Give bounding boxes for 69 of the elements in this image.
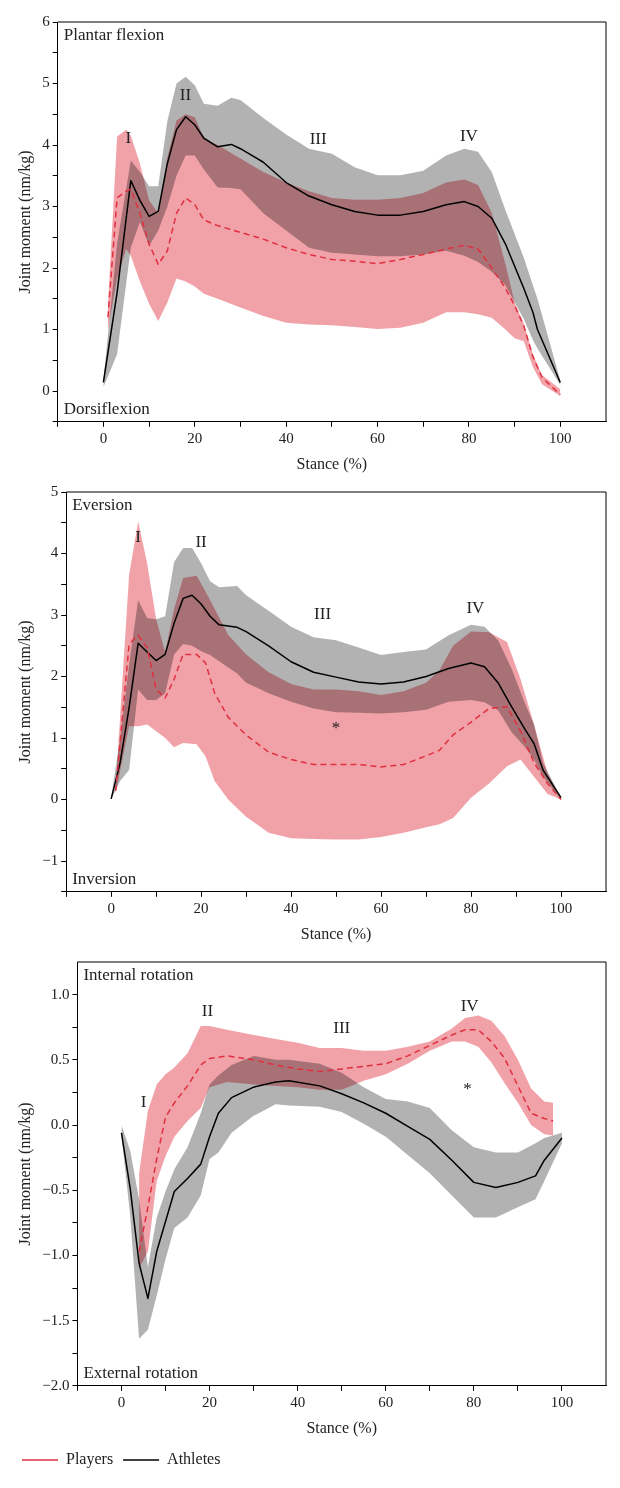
y-axis-title: Joint moment (nm/kg) xyxy=(15,1102,34,1246)
annotation: I xyxy=(135,527,142,547)
annotation: I xyxy=(125,128,132,148)
y-tick-label: 0.0 xyxy=(50,1115,70,1132)
legend-label: Players xyxy=(66,1450,114,1469)
y-tick-label: 2 xyxy=(50,667,59,684)
x-tick-label: 40 xyxy=(290,1393,306,1410)
y-axis-title: Joint moment (nm/kg) xyxy=(15,620,34,764)
y-tick-label: 4 xyxy=(50,544,59,561)
y-tick-label: 5 xyxy=(50,482,59,499)
y-tick-label: 2 xyxy=(42,258,50,275)
legend-label: Athletes xyxy=(167,1450,221,1468)
annotation: I xyxy=(140,1092,147,1112)
x-tick-label: 60 xyxy=(378,1393,394,1410)
x-tick-label: 0 xyxy=(117,1393,126,1410)
annotation: External rotation xyxy=(83,1362,199,1382)
annotation: IV xyxy=(466,598,486,618)
y-tick-label: 1 xyxy=(50,728,59,745)
x-tick-label: 100 xyxy=(550,1393,574,1410)
x-tick-label: 60 xyxy=(370,429,386,446)
x-tick-label: 100 xyxy=(549,429,572,446)
y-tick-label: 0 xyxy=(50,790,59,807)
annotation: IV xyxy=(459,125,479,145)
x-tick-label: 20 xyxy=(187,429,203,446)
line-series xyxy=(107,188,562,396)
x-tick-label: 40 xyxy=(283,899,299,916)
x-tick-label: 100 xyxy=(549,899,573,916)
y-tick-label: 3 xyxy=(50,605,59,622)
y-tick-label: 0.5 xyxy=(50,1050,70,1067)
y-tick-label: −0.5 xyxy=(42,1181,70,1198)
x-tick-label: 60 xyxy=(373,899,389,916)
x-tick-label: 80 xyxy=(466,1393,482,1410)
y-tick-label: 5 xyxy=(42,74,50,91)
x-tick-label: 20 xyxy=(202,1393,218,1410)
y-tick-label: −1.5 xyxy=(42,1311,70,1328)
y-tick-label: −1.0 xyxy=(42,1246,70,1263)
y-tick-label: −2.0 xyxy=(42,1376,70,1393)
annotation: III xyxy=(333,1018,351,1038)
annotation: II xyxy=(201,1001,214,1021)
y-tick-label: 4 xyxy=(42,135,51,152)
annotation: Dorsiflexion xyxy=(63,398,151,418)
annotation: III xyxy=(314,603,332,623)
annotation: * xyxy=(463,1079,472,1099)
y-tick-label: 1 xyxy=(42,320,50,337)
y-tick-label: 6 xyxy=(42,12,51,29)
x-axis-title: Stance (%) xyxy=(296,454,368,473)
y-tick-label: −1 xyxy=(42,851,59,868)
line-series xyxy=(114,634,562,801)
annotation: Eversion xyxy=(72,494,134,514)
x-axis-title: Stance (%) xyxy=(306,1418,378,1437)
y-tick-label: 1.0 xyxy=(50,985,70,1002)
annotation: Plantar flexion xyxy=(63,24,165,44)
annotation: II xyxy=(195,531,208,551)
annotation: III xyxy=(309,129,327,149)
x-tick-label: 0 xyxy=(99,429,108,446)
annotation: * xyxy=(331,717,341,737)
x-tick-label: 20 xyxy=(193,899,209,916)
annotation: Inversion xyxy=(72,868,137,888)
x-tick-label: 0 xyxy=(107,899,115,916)
y-tick-label: 0 xyxy=(42,381,50,398)
annotation: IV xyxy=(460,995,480,1015)
x-axis-title: Stance (%) xyxy=(300,924,372,943)
y-axis-title: Joint moment (nm/kg) xyxy=(15,150,34,294)
x-tick-label: 80 xyxy=(463,899,479,916)
annotation: II xyxy=(179,85,192,105)
x-tick-label: 40 xyxy=(278,429,294,446)
annotation: Internal rotation xyxy=(83,964,194,984)
x-tick-label: 80 xyxy=(461,429,477,446)
y-tick-label: 3 xyxy=(42,197,50,214)
